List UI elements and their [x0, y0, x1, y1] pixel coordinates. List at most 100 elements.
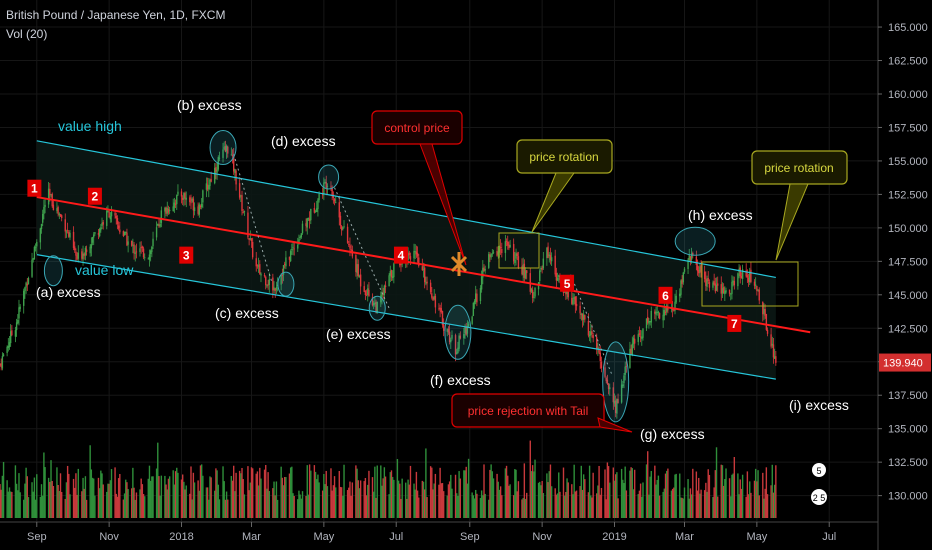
volume-bar [750, 492, 752, 518]
candle-body [189, 197, 191, 203]
candle-body [391, 276, 394, 278]
volume-bar [6, 480, 8, 518]
volume-bar [285, 477, 287, 518]
candle-body [488, 254, 490, 268]
x-tick-label: Sep [27, 531, 47, 543]
volume-bar [318, 482, 320, 518]
candle-body [641, 336, 643, 339]
candle-body [400, 264, 402, 266]
candle-body [688, 255, 690, 260]
candle-body [335, 201, 337, 203]
volume-bar [721, 465, 724, 518]
volume-bar [90, 469, 93, 518]
volume-bar [325, 470, 327, 518]
price-rotation-1-label: price rotation [529, 150, 598, 164]
candle-body [130, 240, 133, 246]
candle-body [480, 276, 483, 290]
candle-body [172, 206, 174, 212]
candle-body [699, 266, 701, 272]
candle-body [268, 279, 270, 285]
candle-body [698, 270, 700, 274]
volume-bar [592, 472, 594, 518]
volume-bar [166, 489, 168, 518]
volume-bar [739, 479, 741, 518]
volume-bar [64, 498, 66, 518]
volume-bar [123, 493, 126, 518]
volume-bar [139, 489, 141, 518]
candle-body [255, 258, 257, 267]
volume-bar [83, 488, 85, 518]
volume-bar [590, 495, 592, 518]
volume-bar [482, 495, 484, 518]
candle-body [765, 313, 768, 330]
candle-body [623, 375, 625, 384]
candle-body [0, 364, 1, 366]
candle-body [554, 255, 556, 275]
candle-body [509, 244, 511, 248]
volume-bar [388, 494, 390, 518]
candle-body [463, 334, 465, 339]
volume-bar [117, 478, 120, 518]
volume-bar [276, 499, 279, 518]
candle-body [297, 244, 299, 249]
volume-bar [432, 489, 434, 518]
volume-bar [1, 475, 4, 518]
x-tick-label: Jul [822, 531, 836, 543]
candle-body [266, 285, 268, 287]
candle-body [0, 363, 2, 368]
volume-bar [550, 486, 553, 518]
volume-bar [738, 494, 740, 518]
volume-bar [58, 490, 61, 518]
volume-bar [641, 496, 643, 518]
volume-bar [457, 495, 459, 518]
candle-body [91, 237, 94, 243]
volume-bar [467, 458, 470, 518]
volume-bar [298, 490, 300, 518]
candle-body [33, 246, 36, 260]
volume-bar [479, 497, 482, 518]
trend-lines [36, 140, 811, 380]
x-tick-label: Nov [99, 531, 119, 543]
candle-body [176, 195, 178, 205]
volume-bar [249, 482, 252, 518]
volume-bar [509, 484, 511, 518]
volume-bar [230, 475, 233, 518]
candle-body [349, 245, 351, 249]
volume-bar [758, 495, 760, 518]
callouts: control price price rotation price rotatio… [371, 110, 848, 433]
volume-bar [587, 492, 590, 518]
level-label-box [658, 286, 673, 304]
candle-body [43, 206, 45, 214]
volume-bar [706, 491, 708, 518]
candle-body [177, 191, 179, 195]
candle-body [159, 223, 161, 227]
candle-body [645, 318, 648, 329]
volume-bar [330, 468, 332, 518]
volume-bar [225, 491, 228, 518]
volume-bar [772, 492, 775, 518]
candle-body [609, 387, 611, 390]
volume-bar [193, 482, 196, 518]
candle-body [514, 259, 516, 263]
volume-bar [674, 474, 676, 518]
volume-bar [223, 481, 225, 518]
candle-body [772, 344, 775, 358]
candle-body [300, 233, 303, 238]
x-axis[interactable]: Sep Nov 2018 Mar May Jul Sep Nov 2019 Mar May Jul [0, 521, 878, 543]
candle-body [242, 212, 244, 214]
volume-bar [168, 476, 171, 518]
volume-bar [622, 479, 624, 518]
y-axis[interactable]: 165.000 162.500 160.000 157.500 155.000 152.5… [877, 0, 931, 550]
candle-body [459, 335, 461, 339]
volume-bar [571, 484, 573, 518]
volume-bar [549, 464, 552, 518]
candle-body [275, 287, 278, 290]
volume-bar [699, 493, 701, 518]
candle-body [206, 184, 209, 190]
volume-bar [609, 482, 611, 518]
candle-body [147, 258, 149, 260]
volume-bar [268, 491, 270, 518]
candle-body [724, 290, 726, 295]
volume-bar [69, 494, 71, 518]
